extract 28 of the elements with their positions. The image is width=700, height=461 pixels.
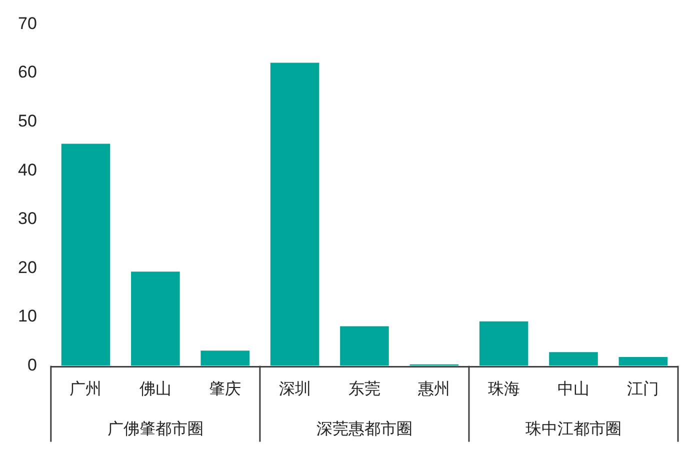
bar bbox=[131, 272, 180, 366]
y-tick-label: 30 bbox=[18, 209, 37, 228]
x-tick-label: 广州 bbox=[70, 380, 102, 398]
y-tick-label: 0 bbox=[27, 355, 37, 374]
y-tick-label: 40 bbox=[18, 160, 37, 180]
x-tick-label: 珠海 bbox=[488, 380, 520, 398]
text: 广佛肇都市圈 bbox=[107, 420, 204, 438]
text: 珠中江都市圈 bbox=[525, 420, 622, 438]
bar bbox=[549, 352, 598, 366]
y-tick-label: 10 bbox=[18, 306, 37, 326]
x-tick-label: 佛山 bbox=[139, 380, 172, 398]
x-tick-label: 中山 bbox=[557, 380, 590, 398]
bar bbox=[61, 144, 110, 366]
y-tick-label: 70 bbox=[18, 14, 37, 33]
x-tick-label: 深圳 bbox=[278, 380, 311, 398]
x-tick-label: 东莞 bbox=[348, 380, 380, 398]
y-tick-label: 50 bbox=[18, 111, 37, 130]
y-tick-label: 20 bbox=[18, 258, 37, 277]
bar bbox=[270, 62, 320, 366]
bar bbox=[340, 326, 389, 366]
bar bbox=[200, 350, 250, 366]
x-tick-label: 肇庆 bbox=[209, 380, 242, 398]
x-tick-label: 江门 bbox=[627, 380, 660, 398]
text: 深莞惠都市圈 bbox=[316, 420, 412, 438]
bar bbox=[479, 321, 528, 366]
x-tick-label: 惠州 bbox=[417, 380, 450, 398]
y-tick-label: 60 bbox=[18, 62, 37, 82]
bar bbox=[618, 357, 668, 366]
